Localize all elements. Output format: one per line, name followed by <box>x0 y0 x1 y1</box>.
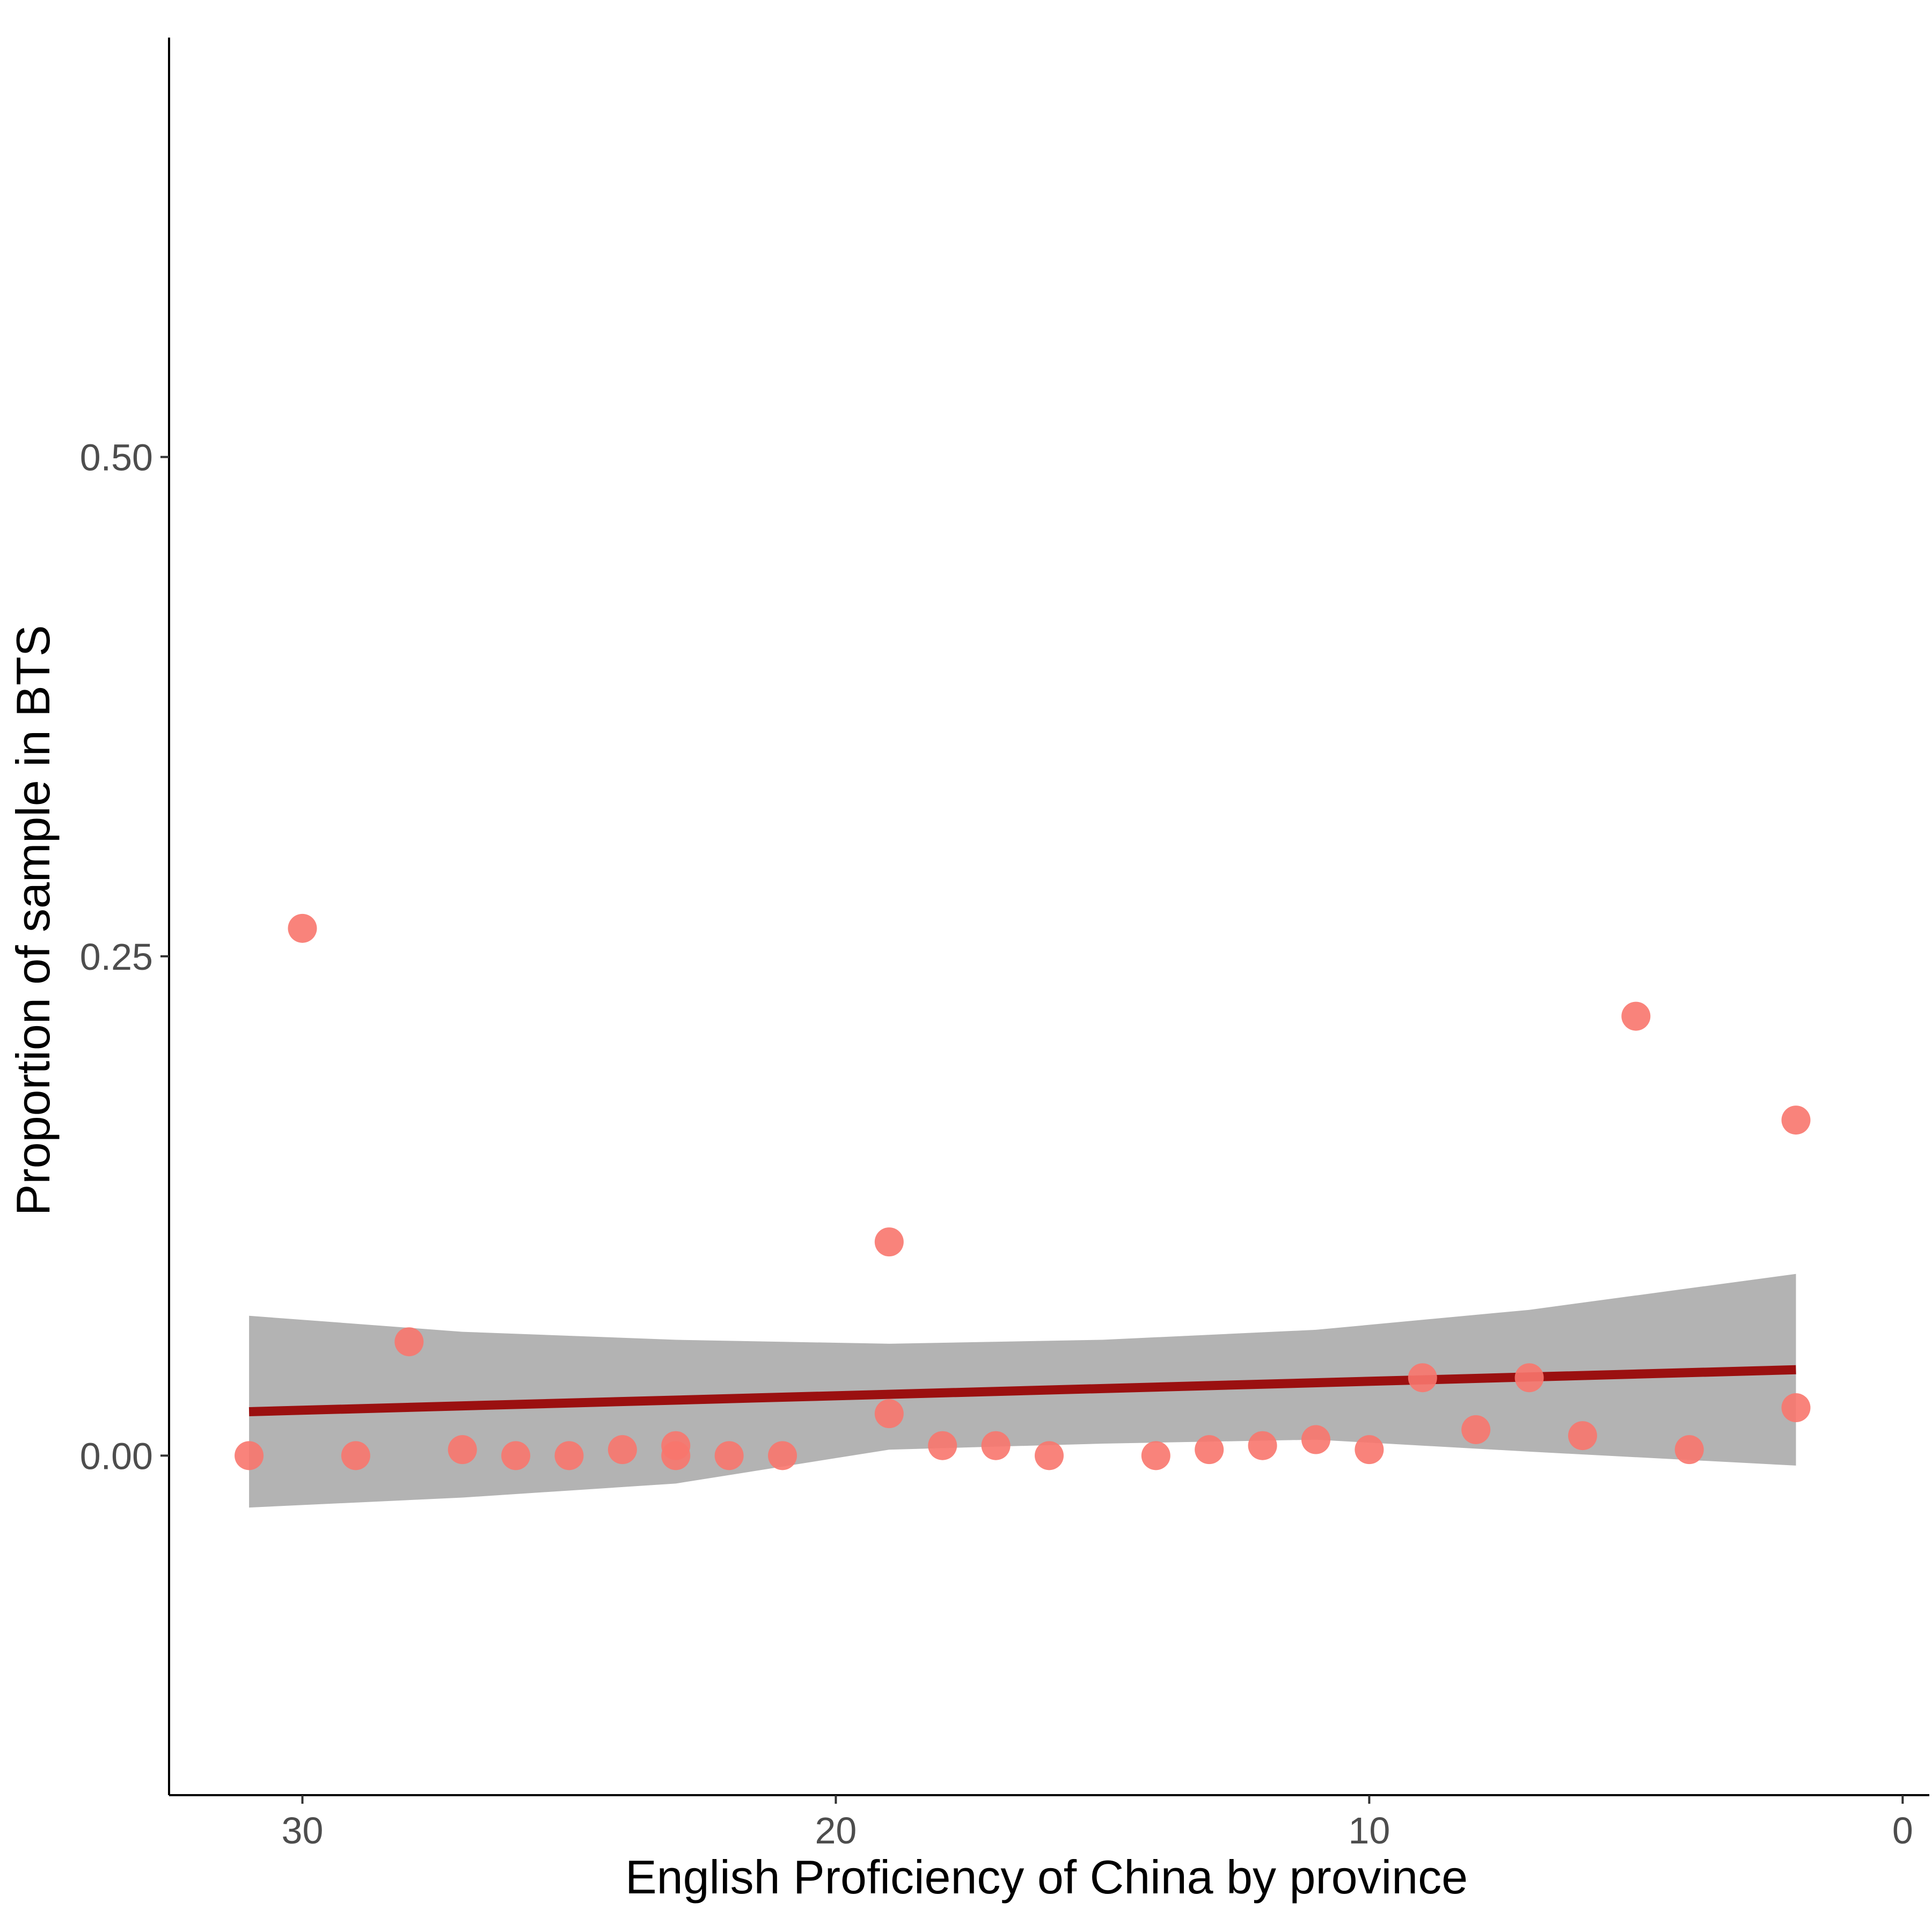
data-point <box>1461 1415 1491 1444</box>
x-tick-label: 10 <box>1348 1810 1390 1851</box>
data-point <box>235 1441 264 1470</box>
data-point <box>1781 1106 1811 1135</box>
x-tick-label: 20 <box>815 1810 857 1851</box>
data-point <box>1621 1001 1651 1031</box>
x-tick-label: 30 <box>282 1810 324 1851</box>
data-point <box>714 1441 744 1470</box>
data-point <box>1141 1441 1170 1470</box>
x-axis-title: English Proficiency of China by province <box>625 1850 1468 1904</box>
data-point <box>1674 1435 1704 1465</box>
data-point <box>1248 1431 1277 1460</box>
data-point <box>981 1431 1011 1460</box>
points-layer <box>235 913 1811 1470</box>
data-point <box>288 913 317 943</box>
data-point <box>1355 1435 1384 1465</box>
data-point <box>608 1435 637 1465</box>
data-point <box>341 1441 370 1470</box>
y-tick-label: 0.00 <box>80 1435 153 1477</box>
data-point <box>1568 1421 1597 1451</box>
y-axis-title: Proportion of sample in BTS <box>6 625 60 1216</box>
data-point <box>1781 1393 1811 1423</box>
data-point <box>1195 1435 1224 1465</box>
data-point <box>394 1327 424 1357</box>
data-point <box>1408 1363 1437 1393</box>
y-tick-label: 0.50 <box>80 437 153 479</box>
data-point <box>501 1441 531 1470</box>
data-point <box>768 1441 797 1470</box>
data-point <box>554 1441 584 1470</box>
data-point <box>874 1399 904 1429</box>
data-point <box>874 1227 904 1257</box>
axes-layer: 30 20 10 0 0.00 0.25 0.50 <box>80 38 1929 1851</box>
data-point <box>1514 1363 1544 1393</box>
y-tick-label: 0.25 <box>80 936 153 978</box>
data-point <box>448 1435 477 1465</box>
data-point <box>1301 1425 1330 1454</box>
x-tick-label: 0 <box>1892 1810 1913 1851</box>
data-point <box>928 1431 957 1460</box>
data-point <box>661 1441 691 1470</box>
data-point <box>1035 1441 1064 1470</box>
